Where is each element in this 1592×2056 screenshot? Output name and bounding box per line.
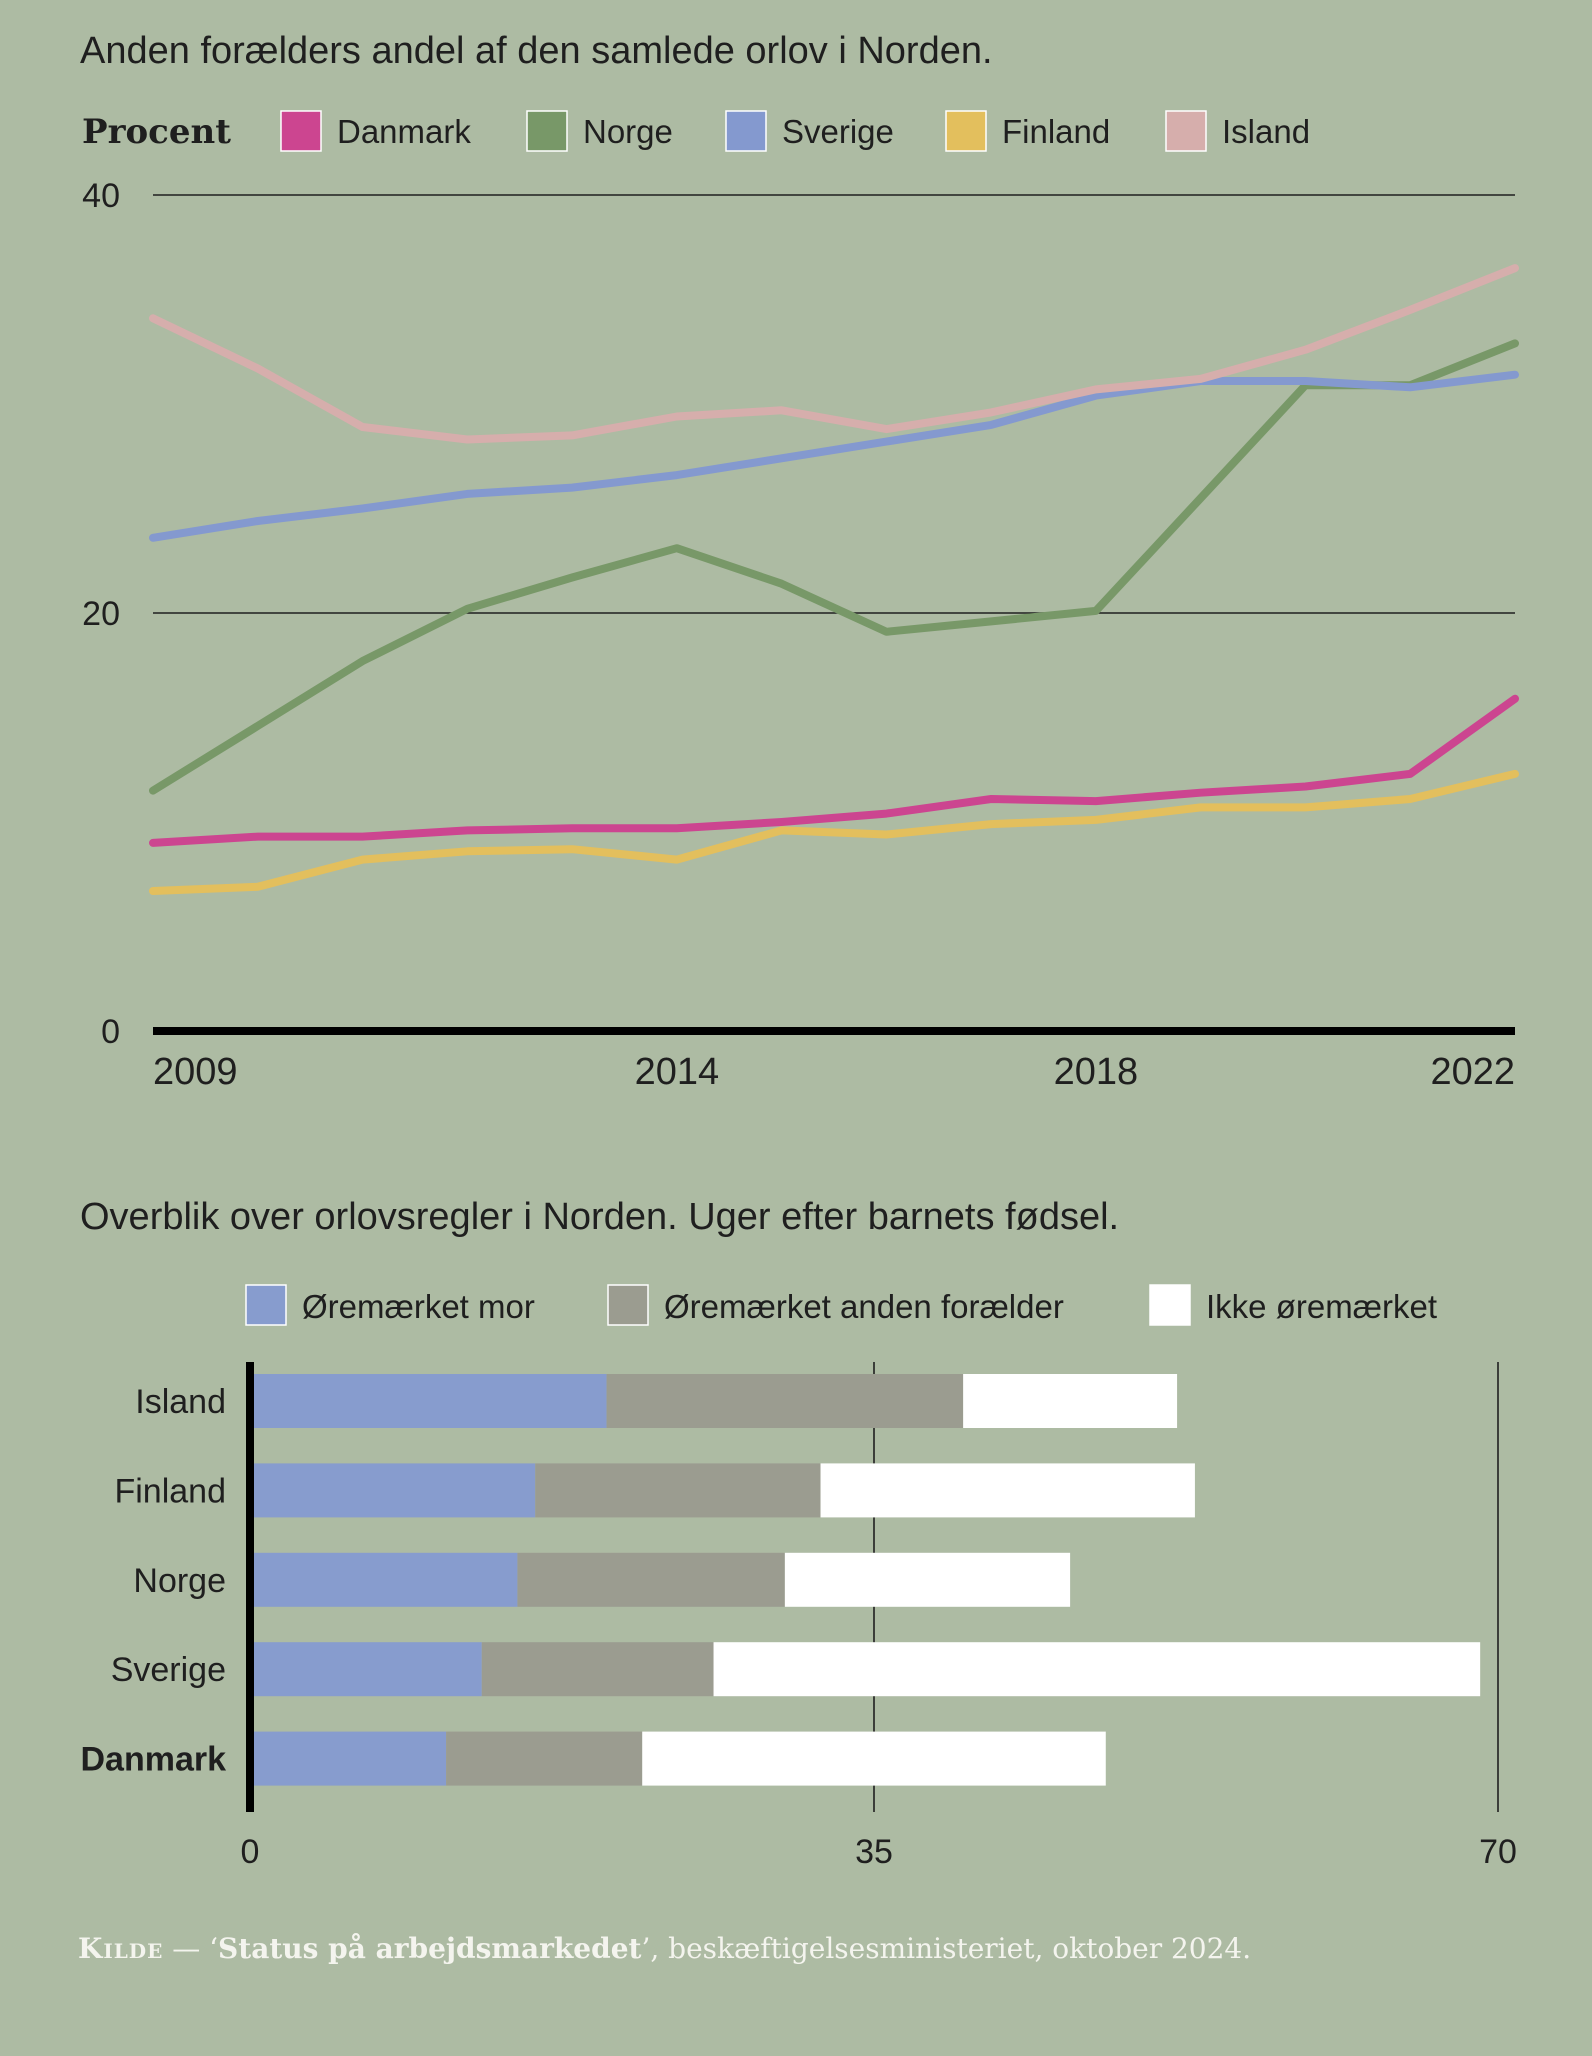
series-line-island bbox=[149, 264, 1519, 444]
bar-segment-finland-oeremaerket-mor bbox=[250, 1463, 536, 1518]
bar-segment-danmark-ikke-oeremaerket bbox=[642, 1731, 1106, 1786]
category-label-finland: Finland bbox=[114, 1472, 226, 1510]
series-line-danmark bbox=[149, 694, 1519, 847]
source-dash: — ‘ bbox=[163, 1932, 219, 1965]
category-label-sverige: Sverige bbox=[111, 1651, 226, 1689]
category-label-island: Island bbox=[135, 1383, 226, 1421]
series-line-sverige bbox=[149, 370, 1519, 542]
bar-segment-danmark-oeremaerket-anden-foraelder bbox=[446, 1731, 643, 1786]
bar-segment-finland-ikke-oeremaerket bbox=[820, 1463, 1195, 1518]
bar-segment-island-oeremaerket-anden-foraelder bbox=[606, 1374, 964, 1428]
bar-segment-sverige-oeremaerket-mor bbox=[250, 1642, 482, 1697]
legend-swatch-finland bbox=[945, 110, 987, 152]
bar-segment-sverige-ikke-oeremaerket bbox=[713, 1642, 1481, 1697]
line-chart: Procent Danmark Norge Sverige Finland Island 0… bbox=[82, 110, 1519, 1093]
bar-segment-norge-oeremaerket-mor bbox=[250, 1552, 518, 1607]
series-line-finland bbox=[149, 769, 1519, 895]
legend-label-finland: Finland bbox=[1002, 113, 1110, 150]
source-report: Status på arbejdsmarkedet bbox=[218, 1932, 642, 1965]
x-tick-label: 35 bbox=[855, 1833, 893, 1871]
x-tick-label: 0 bbox=[241, 1833, 260, 1871]
source-note: Kilde — ‘Status på arbejdsmarkedet’, bes… bbox=[78, 1932, 1251, 1965]
bar-segment-norge-ikke-oeremaerket bbox=[784, 1552, 1071, 1607]
legend-label-danmark: Danmark bbox=[337, 113, 471, 150]
category-label-danmark: Danmark bbox=[80, 1741, 226, 1779]
y-tick-label: 20 bbox=[82, 595, 120, 633]
source-rest: ’, beskæftigelsesministeriet, oktober 20… bbox=[641, 1932, 1252, 1965]
legend-swatch-norge bbox=[526, 110, 568, 152]
line-chart-title: Anden forælders andel af den samlede orl… bbox=[80, 30, 993, 72]
bar-segment-danmark-oeremaerket-mor bbox=[250, 1731, 447, 1786]
y-tick-label: 0 bbox=[101, 1013, 120, 1051]
series-line-norge bbox=[149, 339, 1519, 795]
x-tick-label: 70 bbox=[1479, 1833, 1517, 1871]
x-tick-label: 2009 bbox=[153, 1051, 238, 1093]
bar-segment-island-ikke-oeremaerket bbox=[963, 1374, 1178, 1428]
legend-label-oeremaerket-anden-foraelder: Øremærket anden forælder bbox=[664, 1288, 1064, 1325]
bar-segment-norge-oeremaerket-anden-foraelder bbox=[517, 1552, 785, 1607]
y-axis-label: Procent bbox=[82, 112, 231, 152]
legend-swatch-ikke-oeremaerket bbox=[1149, 1284, 1191, 1326]
x-tick-label: 2014 bbox=[635, 1051, 720, 1093]
bar-segment-sverige-oeremaerket-anden-foraelder bbox=[481, 1642, 714, 1697]
legend-swatch-sverige bbox=[725, 110, 767, 152]
category-label-norge: Norge bbox=[133, 1562, 226, 1600]
bar-segment-finland-oeremaerket-anden-foraelder bbox=[535, 1463, 821, 1518]
legend-label-ikke-oeremaerket: Ikke øremærket bbox=[1206, 1288, 1437, 1325]
bar-segment-island-oeremaerket-mor bbox=[250, 1374, 607, 1428]
legend-label-oeremaerket-mor: Øremærket mor bbox=[302, 1288, 535, 1325]
legend-swatch-island bbox=[1165, 110, 1207, 152]
source-label: Kilde bbox=[78, 1932, 164, 1965]
legend-swatch-danmark bbox=[280, 110, 322, 152]
legend-label-island: Island bbox=[1222, 113, 1310, 150]
x-tick-label: 2018 bbox=[1054, 1051, 1139, 1093]
legend-label-sverige: Sverige bbox=[782, 113, 894, 150]
bar-chart-title: Overblik over orlovsregler i Norden. Uge… bbox=[80, 1196, 1120, 1238]
y-tick-label: 40 bbox=[82, 177, 120, 215]
legend-label-norge: Norge bbox=[583, 113, 673, 150]
legend-swatch-oeremaerket-anden-foraelder bbox=[607, 1284, 649, 1326]
x-tick-label: 2022 bbox=[1430, 1051, 1515, 1093]
legend-swatch-oeremaerket-mor bbox=[245, 1284, 287, 1326]
